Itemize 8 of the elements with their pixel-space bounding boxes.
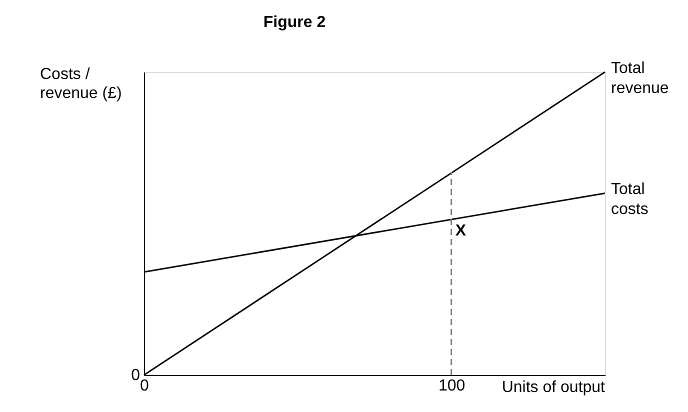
annotation: X	[455, 222, 466, 240]
series-label: Total costs	[611, 181, 648, 218]
chart-title: Figure 2	[263, 14, 326, 31]
y-axis-title: Costs / revenue (£)	[40, 66, 122, 102]
x-axis-title: Units of output	[502, 379, 606, 396]
series-label: Total revenue	[611, 60, 669, 97]
x-tick-label: 100	[438, 378, 466, 394]
annotation: 0	[131, 367, 140, 384]
